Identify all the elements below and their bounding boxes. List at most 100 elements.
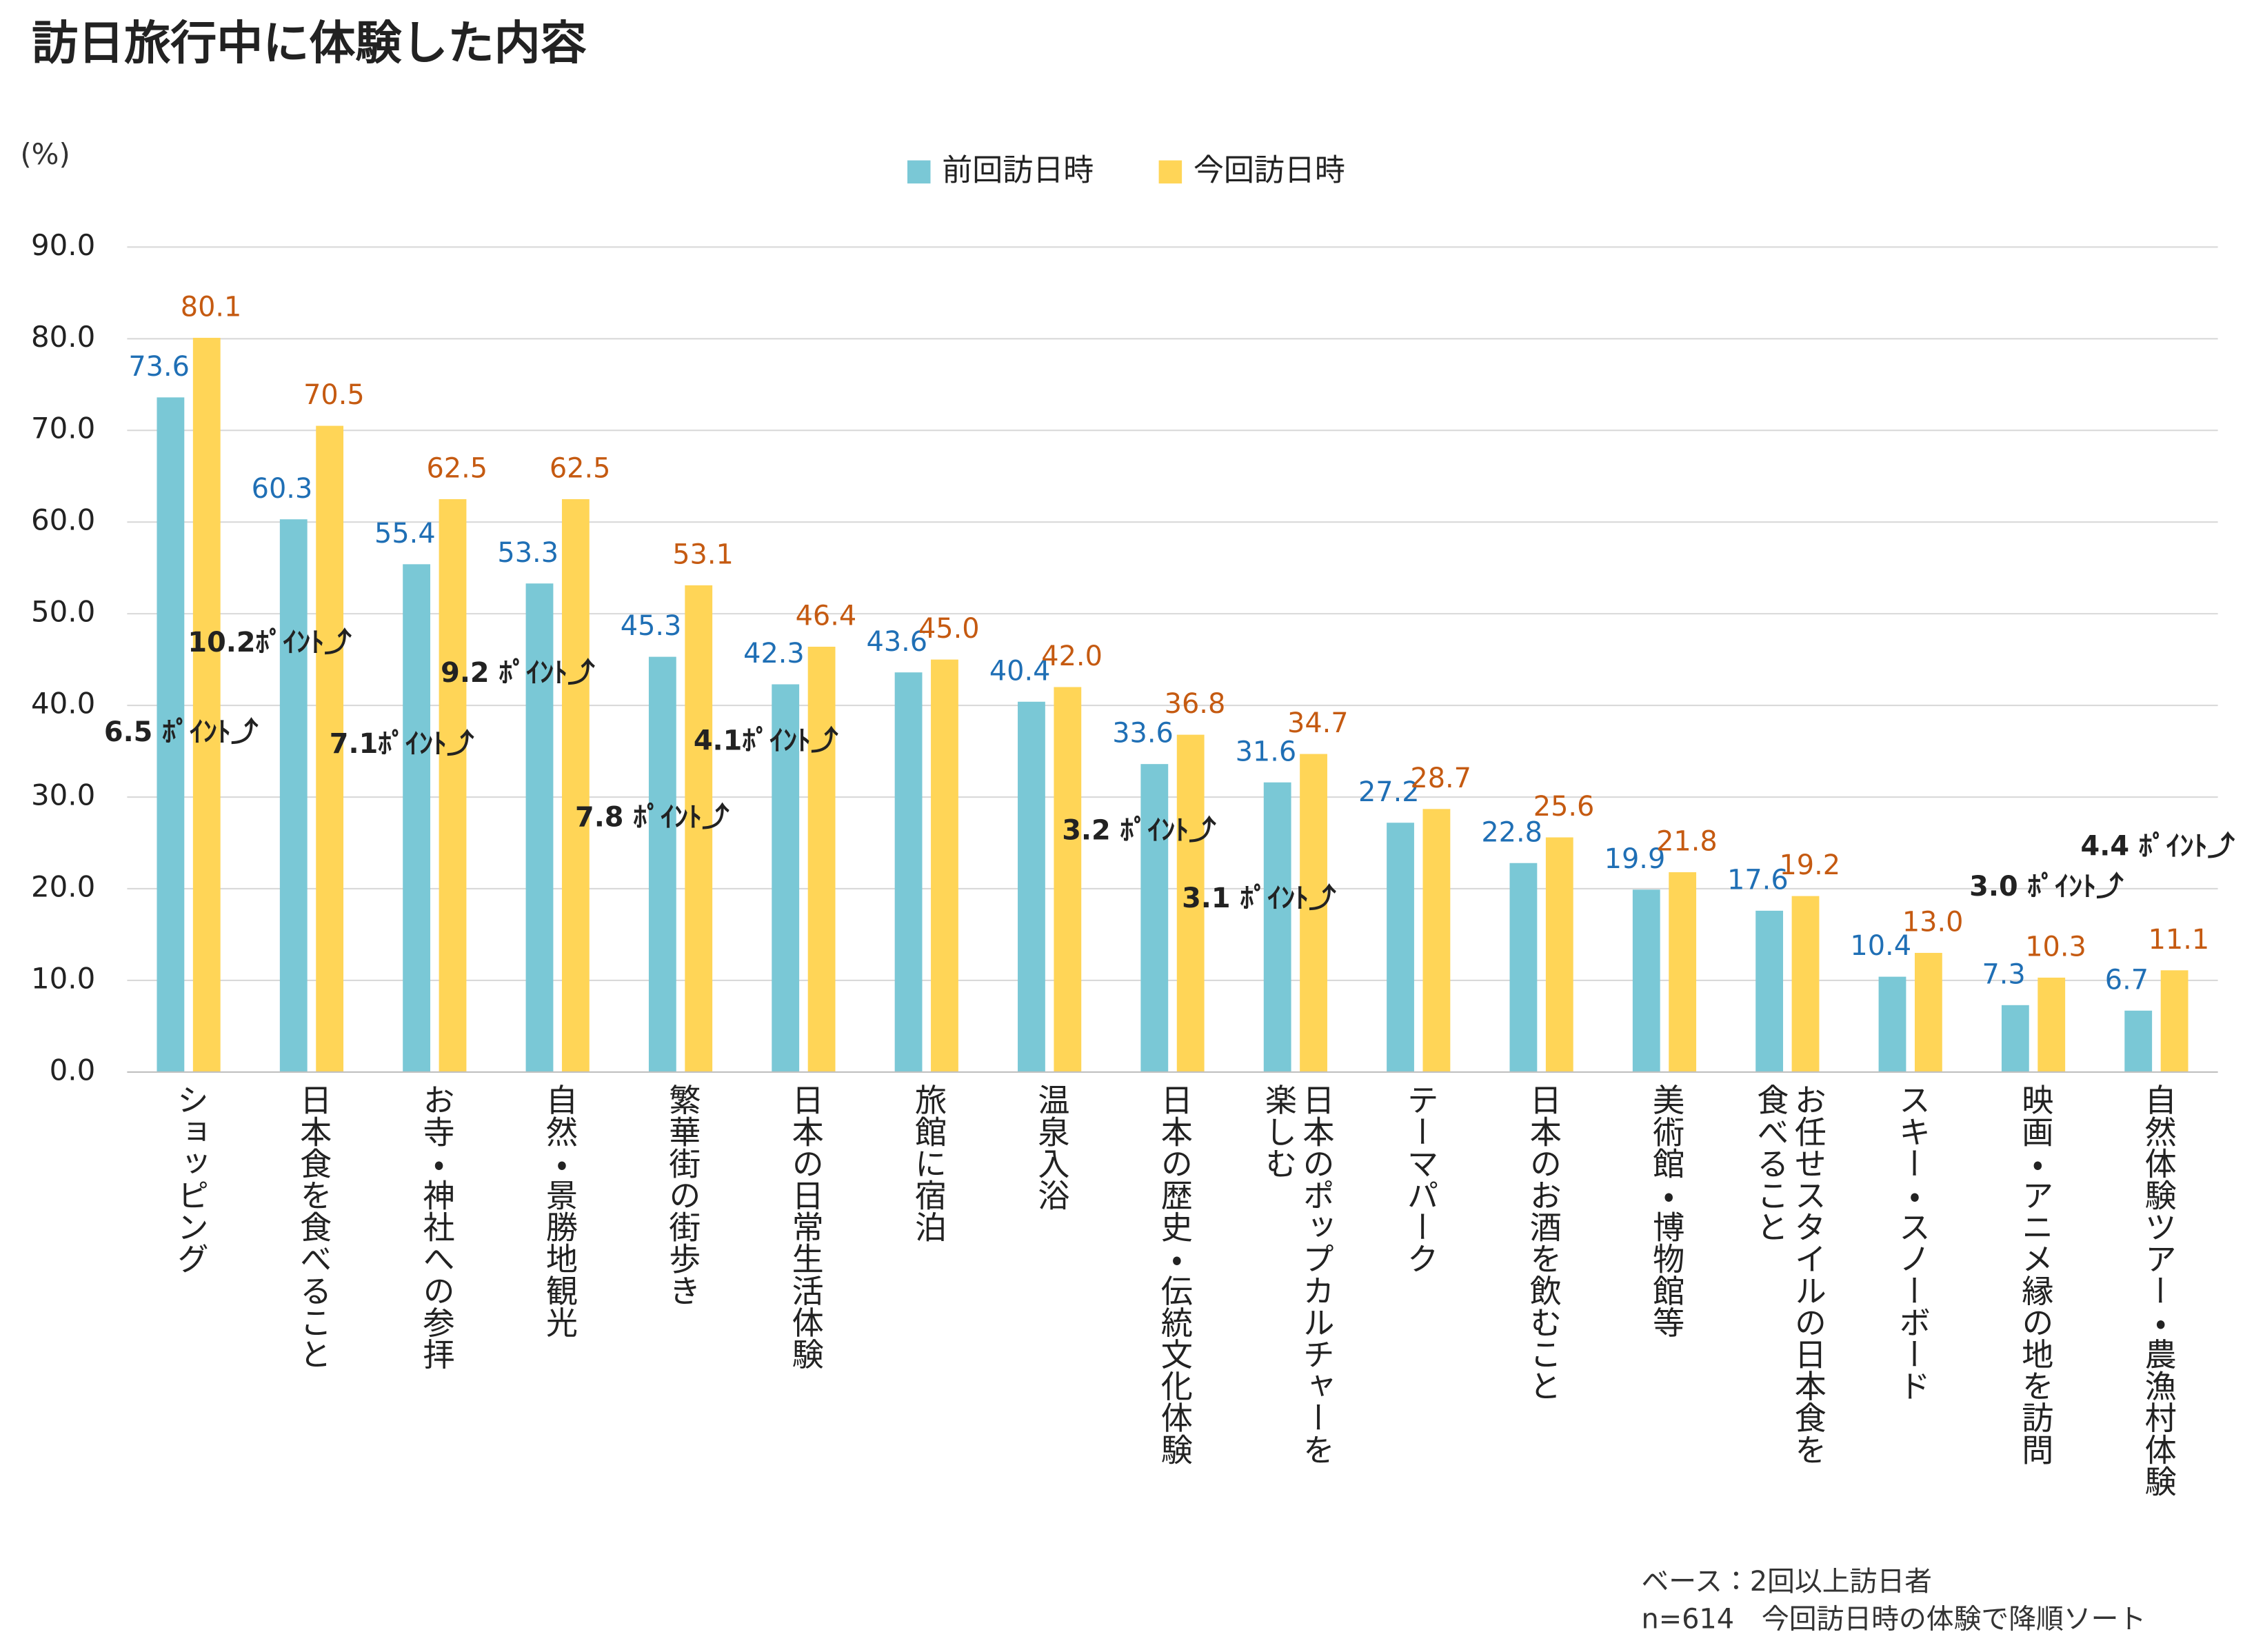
annotation: 7.8 ﾎﾟｲﾝﾄ⤴ <box>575 802 729 834</box>
annotation: 10.2ﾎﾟｲﾝﾄ⤴ <box>188 627 352 658</box>
value-label: 40.4 <box>989 655 1051 687</box>
value-label: 31.6 <box>1236 736 1297 767</box>
x-tick-label: ショッピング <box>171 1083 208 1275</box>
value-label: 17.6 <box>1727 864 1789 896</box>
annotation: 6.5 ﾎﾟｲﾝﾄ⤴ <box>104 716 259 748</box>
bar <box>1176 734 1205 1072</box>
y-tick-label: 10.0 <box>31 961 95 995</box>
value-label: 42.3 <box>743 638 805 669</box>
y-tick-label: 40.0 <box>31 687 95 721</box>
annotation: 3.2 ﾎﾟｲﾝﾄ⤴ <box>1062 815 1216 847</box>
value-label: 28.7 <box>1410 763 1471 794</box>
bar <box>807 646 836 1072</box>
note: ベース：2回以上訪日者 <box>1641 1566 1932 1598</box>
bar <box>1054 687 1082 1072</box>
annotation: 4.4 ﾎﾟｲﾝﾄ⤴ <box>2081 831 2235 863</box>
value-label: 73.6 <box>128 351 190 383</box>
annotation: 3.1 ﾎﾟｲﾝﾄ⤴ <box>1182 883 1336 914</box>
value-label: 36.8 <box>1165 688 1226 720</box>
bar <box>316 425 344 1072</box>
bar <box>2160 970 2188 1072</box>
bar <box>772 684 800 1072</box>
bar <box>1878 976 1906 1072</box>
legend-swatch <box>907 160 931 184</box>
y-unit: (%) <box>20 137 70 171</box>
legend-label: 前回訪日時 <box>942 152 1094 188</box>
bar <box>2124 1010 2153 1072</box>
y-tick-label: 0.0 <box>50 1053 96 1087</box>
bar <box>403 564 431 1072</box>
bar <box>525 583 554 1072</box>
x-tick-label: 映画・アニメ縁の地を訪問 <box>2015 1083 2053 1465</box>
x-tick-label: 繁華街の街歩き <box>663 1083 700 1307</box>
value-label: 19.9 <box>1604 843 1666 875</box>
value-label: 46.4 <box>796 601 857 632</box>
x-tick-label: 温泉入浴 <box>1032 1083 1069 1211</box>
value-label: 45.0 <box>918 613 980 645</box>
bar <box>931 659 958 1072</box>
bar <box>561 498 590 1072</box>
bar <box>894 672 923 1072</box>
bar <box>2001 1005 2029 1072</box>
x-tick-label: 日本のお酒を飲むこと <box>1524 1083 1560 1402</box>
x-tick-label: お寺・神社への参拝 <box>417 1083 454 1370</box>
bar <box>192 337 221 1072</box>
value-label: 42.0 <box>1041 641 1103 672</box>
value-label: 11.1 <box>2149 924 2210 956</box>
x-tick-label: 旅館に宿泊 <box>909 1083 945 1243</box>
value-label: 80.1 <box>181 292 242 323</box>
bar <box>1300 754 1327 1072</box>
value-label: 62.5 <box>426 453 487 485</box>
bar <box>1509 863 1538 1072</box>
legend-label: 今回訪日時 <box>1194 152 1345 188</box>
annotation: 7.1ﾎﾟｲﾝﾄ⤴ <box>330 728 474 760</box>
x-tick-label: 自然・景勝地観光 <box>540 1083 576 1338</box>
value-label: 10.4 <box>1850 930 1911 962</box>
bar <box>1263 782 1291 1072</box>
legend-swatch <box>1158 160 1183 184</box>
bar <box>1387 823 1414 1072</box>
value-label: 43.6 <box>867 626 928 658</box>
value-label: 33.6 <box>1112 718 1174 749</box>
value-label: 34.7 <box>1287 707 1349 739</box>
bar <box>1422 809 1451 1072</box>
value-label: 7.3 <box>1982 958 2025 990</box>
annotation: 3.0 ﾎﾟｲﾝﾄ⤴ <box>1969 871 2124 903</box>
bar <box>439 498 467 1072</box>
value-label: 45.3 <box>621 610 682 642</box>
x-tick-label: 美術館・博物館等 <box>1647 1083 1684 1338</box>
bar <box>1669 872 1697 1072</box>
bar <box>1755 910 1784 1072</box>
value-label: 19.2 <box>1779 849 1840 881</box>
y-tick-label: 90.0 <box>31 228 95 262</box>
bar <box>648 656 676 1072</box>
x-tick-label: お任せスタイルの日本食を 食べること <box>1751 1083 1825 1465</box>
bar <box>157 397 185 1072</box>
value-label: 25.6 <box>1533 791 1595 823</box>
bar <box>1632 889 1660 1072</box>
value-label: 55.4 <box>374 518 436 550</box>
value-label: 60.3 <box>252 473 313 505</box>
bar <box>1140 764 1169 1072</box>
value-label: 70.5 <box>303 379 365 411</box>
y-tick-label: 60.0 <box>31 503 95 537</box>
bar <box>2037 977 2066 1072</box>
value-label: 6.7 <box>2105 964 2149 996</box>
value-label: 10.3 <box>2025 931 2086 963</box>
value-label: 21.8 <box>1656 826 1718 858</box>
x-tick-label: スキー・スノーボード <box>1893 1083 1929 1402</box>
bar <box>279 519 308 1072</box>
y-tick-label: 30.0 <box>31 778 95 812</box>
annotation: 4.1ﾎﾟｲﾝﾄ⤴ <box>694 725 838 757</box>
bar <box>1018 701 1045 1072</box>
x-tick-label: 日本のポップカルチャーを 楽しむ <box>1259 1083 1334 1465</box>
x-tick-label: 自然体験ツアー・農漁村体験 <box>2139 1083 2175 1497</box>
y-tick-label: 70.0 <box>31 412 95 445</box>
y-tick-label: 50.0 <box>31 595 95 629</box>
y-tick-label: 80.0 <box>31 320 95 354</box>
bar <box>1545 837 1573 1072</box>
bar <box>1791 896 1820 1072</box>
annotation: 9.2 ﾎﾟｲﾝﾄ⤴ <box>441 657 595 689</box>
